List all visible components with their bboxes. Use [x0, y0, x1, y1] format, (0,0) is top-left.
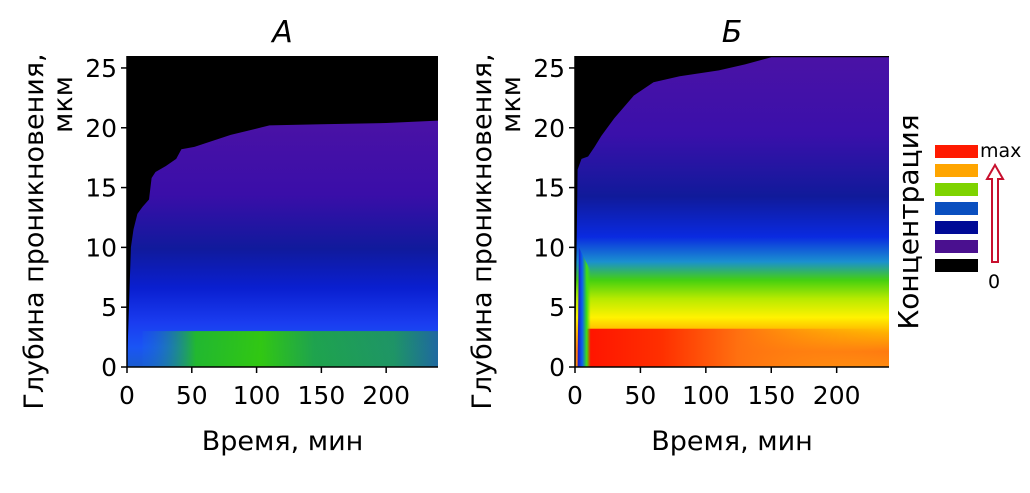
concentration-legend: max 0 Концентрация	[892, 114, 1021, 329]
x-tick-label: 0	[119, 381, 135, 410]
panel-b-title: Б	[722, 15, 743, 50]
y-tick-label: 15	[533, 174, 565, 203]
x-tick-label: 200	[813, 381, 861, 410]
y-tick-label: 0	[101, 353, 117, 382]
x-tick-label: 100	[233, 381, 281, 410]
panel-a-x-axis-title: Время, мин	[202, 426, 364, 457]
x-tick-label: 200	[362, 381, 410, 410]
panel-b-axes: 0 5 10 15 20 25 0 50 100 150 200	[533, 54, 889, 410]
legend-max-label: max	[980, 140, 1021, 162]
legend-swatch	[935, 145, 978, 158]
y-tick-label: 5	[549, 293, 565, 322]
panel-a-axes: 0 5 10 15 20 25 0 50 100 150 200	[85, 54, 438, 410]
y-tick-label: 10	[85, 233, 117, 262]
legend-swatch	[935, 221, 978, 234]
legend-swatch	[935, 164, 978, 177]
panel-b-concentration-field	[575, 57, 889, 367]
panel-b: Б 0 5 10 15 20 25 0 50 100 150 200 Время, мин Глуб…	[467, 15, 889, 457]
panel-a-title: А	[270, 15, 293, 50]
x-tick-label: 150	[747, 381, 795, 410]
x-tick-label: 0	[567, 381, 583, 410]
panel-b-plot-area	[575, 56, 889, 367]
panel-a-plot-area	[127, 56, 438, 367]
y-tick-label: 20	[85, 114, 117, 143]
legend-swatch	[935, 240, 978, 253]
panel-b-front-edge	[577, 247, 591, 367]
y-tick-label: 10	[533, 233, 565, 262]
x-tick-label: 150	[298, 381, 346, 410]
panel-a: А 0 5 10 15 20 25 0 50 100 150 200 Время, мин Глуб…	[19, 15, 438, 457]
panel-b-red-band	[586, 328, 889, 367]
legend-title: Концентрация	[892, 114, 925, 329]
legend-increase-arrow-icon	[985, 162, 1005, 263]
panel-a-green-band	[142, 331, 438, 367]
x-tick-label: 50	[176, 381, 208, 410]
panel-a-concentration-field	[127, 120, 438, 367]
legend-swatches	[935, 145, 978, 272]
legend-min-label: 0	[988, 271, 1000, 293]
x-tick-label: 50	[625, 381, 657, 410]
x-tick-label: 100	[682, 381, 730, 410]
legend-swatch	[935, 183, 978, 196]
y-tick-label: 20	[533, 114, 565, 143]
legend-swatch	[935, 259, 978, 272]
legend-swatch	[935, 202, 978, 215]
panel-b-y-axis-title-line2: мкм	[496, 76, 527, 133]
panel-a-y-axis-title-line2: мкм	[48, 76, 79, 133]
y-tick-label: 15	[85, 174, 117, 203]
y-tick-label: 5	[101, 293, 117, 322]
panel-b-y-axis-title-line1: Глубина проникновения,	[467, 53, 498, 409]
y-tick-label: 25	[533, 54, 565, 83]
y-tick-label: 0	[549, 353, 565, 382]
panel-a-y-axis-title-line1: Глубина проникновения,	[19, 53, 50, 409]
y-tick-label: 25	[85, 54, 117, 83]
panel-b-x-axis-title: Время, мин	[651, 426, 813, 457]
